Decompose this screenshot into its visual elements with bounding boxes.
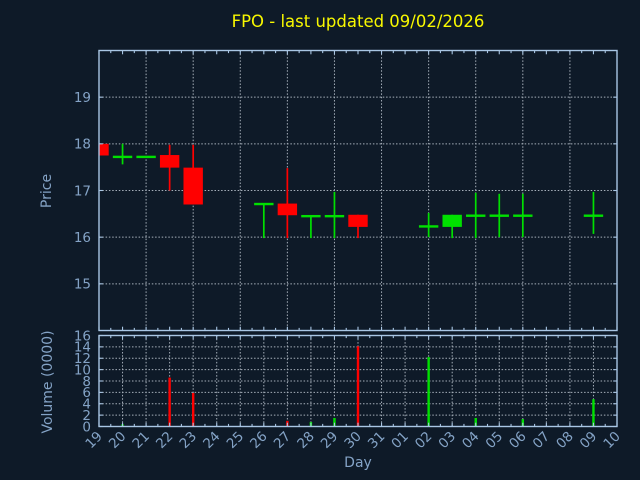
candles-group <box>99 143 604 239</box>
svg-text:16: 16 <box>74 230 91 246</box>
volume-bar-22 <box>168 377 171 427</box>
svg-text:18: 18 <box>74 137 91 153</box>
svg-text:16: 16 <box>74 328 91 344</box>
candle-28 <box>301 214 321 239</box>
svg-text:30: 30 <box>341 429 364 452</box>
svg-text:0: 0 <box>82 419 91 435</box>
candle-27 <box>277 168 298 239</box>
candle-09 <box>583 191 604 234</box>
volume-bar-09 <box>592 399 595 427</box>
candle-19 <box>99 143 109 156</box>
candle-20 <box>112 143 133 165</box>
svg-text:12: 12 <box>74 351 91 367</box>
svg-text:20: 20 <box>106 429 129 452</box>
candle-06 <box>513 193 533 238</box>
svg-text:06: 06 <box>506 429 529 452</box>
svg-text:05: 05 <box>483 429 506 452</box>
svg-text:17: 17 <box>74 183 91 199</box>
svg-text:04: 04 <box>459 429 482 452</box>
candle-03 <box>442 214 462 239</box>
svg-text:02: 02 <box>412 429 435 452</box>
svg-text:10: 10 <box>600 429 623 452</box>
svg-text:2: 2 <box>82 408 91 424</box>
svg-text:07: 07 <box>530 429 553 452</box>
svg-text:15: 15 <box>74 277 91 293</box>
volume-bar-23 <box>191 392 195 427</box>
volume-bar-04 <box>474 417 477 427</box>
volume-bar-29 <box>333 417 336 427</box>
svg-text:14: 14 <box>74 340 91 356</box>
candle-02 <box>418 212 439 238</box>
candle-30 <box>348 214 368 239</box>
tick-marks <box>98 50 618 428</box>
day-axis-label: Day <box>344 455 372 471</box>
svg-text:27: 27 <box>271 429 294 452</box>
svg-text:31: 31 <box>365 429 388 452</box>
svg-text:26: 26 <box>247 429 270 452</box>
svg-text:25: 25 <box>224 429 247 452</box>
candle-04 <box>466 192 486 239</box>
svg-text:19: 19 <box>74 90 91 106</box>
svg-text:4: 4 <box>82 397 91 413</box>
candle-29 <box>324 191 345 239</box>
candle-05 <box>489 193 509 238</box>
candle-26 <box>254 202 274 239</box>
candle-22 <box>159 144 180 191</box>
volume-bar-30 <box>356 346 360 427</box>
svg-text:10: 10 <box>74 362 91 378</box>
price-axis-label: Price <box>39 173 55 209</box>
candle-21 <box>136 155 156 159</box>
chart-title: FPO - last updated 09/02/2026 <box>231 12 485 31</box>
svg-text:21: 21 <box>129 429 152 452</box>
svg-text:29: 29 <box>318 429 341 452</box>
volume-bar-02 <box>427 357 430 427</box>
svg-text:6: 6 <box>82 385 91 401</box>
svg-text:03: 03 <box>436 429 459 452</box>
svg-text:22: 22 <box>153 429 176 452</box>
svg-text:24: 24 <box>200 429 223 452</box>
candle-23 <box>183 144 203 205</box>
svg-text:01: 01 <box>388 429 411 452</box>
svg-text:08: 08 <box>553 429 576 452</box>
volume-axis-label: Volume (0000) <box>40 330 56 434</box>
svg-text:8: 8 <box>82 374 91 390</box>
svg-text:28: 28 <box>294 429 317 452</box>
svg-text:23: 23 <box>177 429 200 452</box>
svg-text:09: 09 <box>577 429 600 452</box>
